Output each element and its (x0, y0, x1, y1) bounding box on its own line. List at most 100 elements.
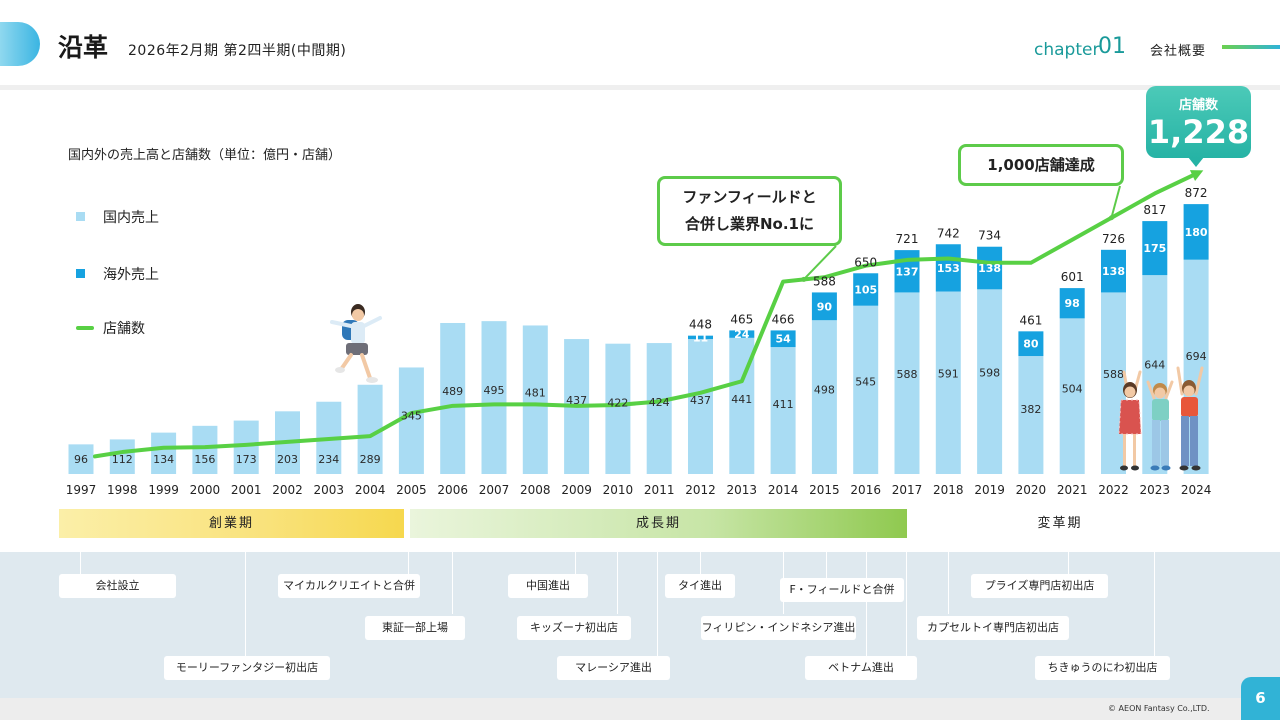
milestone-china: 中国進出 (508, 574, 588, 598)
legend-domestic-label: 国内売上 (103, 210, 159, 226)
bar-domestic-2012 (688, 339, 713, 474)
page-subtitle: 2026年2月期 第2四半期(中間期) (128, 43, 347, 59)
milestone-vietnam: ベトナム進出 (805, 656, 917, 680)
bar-domestic-1998 (109, 439, 135, 474)
bar-overseas-2017 (894, 250, 920, 293)
year-2017: 2017 (892, 483, 923, 497)
page-title: 沿革 (58, 33, 109, 62)
milestone-connector (866, 552, 867, 656)
year-2024: 2024 (1181, 483, 1212, 497)
children-group-illustration (1118, 366, 1204, 471)
legend-stores-label: 店舗数 (103, 321, 145, 337)
milestone-connector (826, 552, 827, 578)
label-domestic-2006: 489 (442, 385, 463, 398)
milestone-connector (575, 552, 576, 574)
label-overseas-2024: 180 (1185, 226, 1208, 239)
milestone-connector (617, 552, 618, 614)
milestone-mycal-merger: マイカルクリエイトと合併 (278, 574, 420, 598)
bar-domestic-1999 (151, 432, 177, 474)
label-domestic-2004: 289 (360, 453, 381, 466)
label-total-2024: 872 (1185, 186, 1208, 200)
label-total-2012: 448 (689, 318, 712, 332)
store-count-badge-tail (1188, 157, 1204, 167)
label-domestic-2012: 437 (690, 394, 711, 407)
jumping-child-illustration (330, 304, 382, 383)
year-2004: 2004 (355, 483, 386, 497)
label-total-2021: 601 (1061, 270, 1084, 284)
bar-domestic-2022 (1101, 292, 1126, 474)
milestone-timeline: 会社設立 モーリーファンタジー初出店 マイカルクリエイトと合併 東証一部上場 中… (0, 552, 1280, 698)
bar-domestic-2000 (192, 425, 218, 474)
store-count-badge: 店舗数 1,228 (1146, 86, 1251, 158)
label-domestic-2001: 173 (236, 453, 257, 466)
year-2020: 2020 (1016, 483, 1047, 497)
year-2014: 2014 (768, 483, 799, 497)
bar-domestic-2005 (398, 367, 424, 474)
legend-overseas-swatch (76, 269, 85, 278)
bar-overseas-2024 (1183, 204, 1209, 260)
phase-founding: 創業期 (59, 509, 404, 538)
year-2002: 2002 (272, 483, 303, 497)
milestone-capsule-toy: カプセルトイ専門店初出店 (917, 616, 1069, 640)
phase-transformation: 変革期 (1037, 516, 1083, 531)
merger-callout-line-1: ファンフィールドと (682, 188, 817, 206)
label-domestic-2022: 588 (1103, 368, 1124, 381)
year-2016: 2016 (850, 483, 881, 497)
bar-domestic-2011 (646, 343, 672, 474)
bar-overseas-2012 (688, 335, 713, 340)
label-domestic-2011: 424 (649, 396, 670, 409)
milestone-connector (1154, 552, 1155, 656)
footer-bar (0, 698, 1280, 720)
label-overseas-2016: 105 (854, 283, 877, 296)
bar-overseas-2023 (1142, 221, 1168, 276)
label-domestic-2003: 234 (318, 453, 339, 466)
label-domestic-2007: 495 (484, 384, 505, 397)
milestone-connector (80, 552, 81, 574)
label-overseas-2014: 54 (775, 333, 791, 346)
legend-domestic-swatch (76, 212, 85, 221)
year-1997: 1997 (66, 483, 97, 497)
label-domestic-2010: 422 (607, 396, 628, 409)
label-domestic-2023: 644 (1144, 359, 1165, 372)
header-gradient-line (1222, 45, 1280, 49)
chapter-label: chapter (1034, 40, 1100, 60)
label-domestic-2002: 203 (277, 453, 298, 466)
label-overseas-2021: 98 (1065, 297, 1080, 310)
label-domestic-2018: 591 (938, 368, 959, 381)
label-domestic-2014: 411 (773, 398, 794, 411)
year-2019: 2019 (974, 483, 1005, 497)
merger-callout-line-2: 合併し業界No.1に (685, 215, 814, 233)
milestone-connector (408, 552, 409, 574)
section-name: 会社概要 (1150, 44, 1207, 59)
year-2001: 2001 (231, 483, 262, 497)
year-2000: 2000 (190, 483, 221, 497)
bar-domestic-2019 (977, 289, 1003, 474)
label-total-2022: 726 (1102, 232, 1125, 246)
label-total-2019: 734 (978, 229, 1001, 243)
bar-overseas-2014 (770, 330, 796, 348)
label-total-2020: 461 (1019, 313, 1042, 327)
milestone-molly-fantasy: モーリーファンタジー初出店 (164, 656, 330, 680)
label-overseas-2022: 138 (1102, 265, 1125, 278)
label-overseas-2012: 11 (693, 331, 708, 344)
bar-overseas-2020 (1018, 331, 1044, 357)
label-domestic-2008: 481 (525, 386, 546, 399)
bar-domestic-2008 (522, 325, 548, 474)
milestone-connector (1068, 552, 1069, 574)
year-2021: 2021 (1057, 483, 1088, 497)
year-2012: 2012 (685, 483, 716, 497)
label-domestic-2013: 441 (731, 393, 752, 406)
bar-domestic-2015 (811, 320, 837, 474)
year-2011: 2011 (644, 483, 675, 497)
chart-title: 国内外の売上高と店舗数（単位：億円・店舗） (68, 148, 342, 163)
year-2023: 2023 (1140, 483, 1171, 497)
bar-domestic-2017 (894, 292, 920, 474)
label-total-2017: 721 (896, 232, 919, 246)
legend-stores-swatch (76, 326, 94, 330)
stores1000-callout-pointer (1110, 185, 1121, 219)
label-overseas-2013: 24 (734, 328, 750, 341)
milestone-prize-shop: プライズ専門店初出店 (971, 574, 1108, 598)
year-2005: 2005 (396, 483, 427, 497)
